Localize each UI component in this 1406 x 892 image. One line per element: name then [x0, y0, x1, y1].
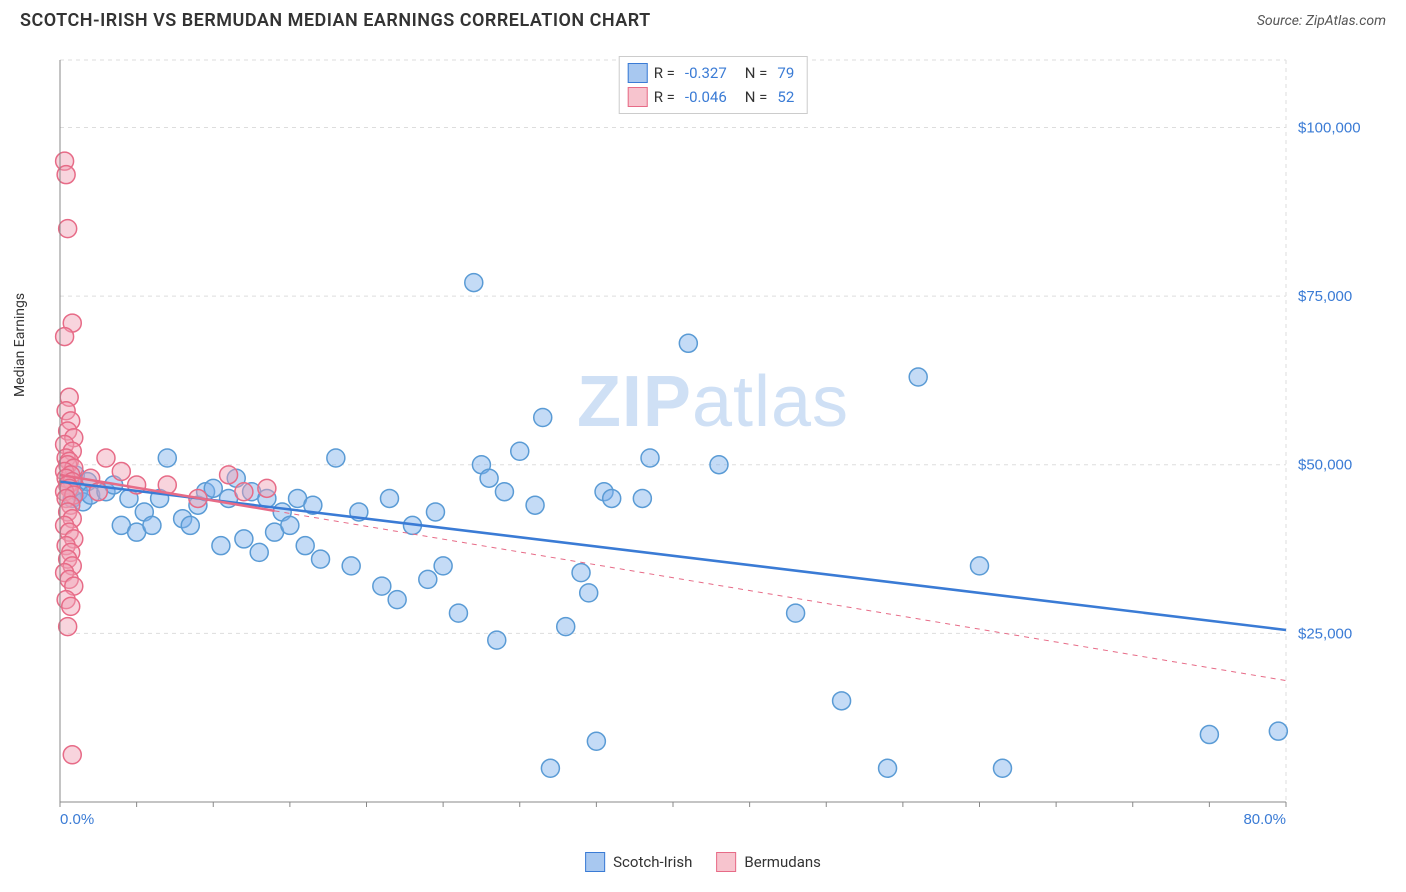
- data-point: [993, 759, 1011, 777]
- legend-label: Bermudans: [744, 853, 820, 871]
- n-label: N =: [745, 64, 768, 82]
- data-point: [426, 503, 444, 521]
- n-value: 79: [773, 64, 798, 82]
- r-label: R =: [654, 88, 675, 106]
- y-tick-label: $100,000: [1298, 119, 1361, 136]
- r-label: R =: [654, 64, 675, 82]
- data-point: [1200, 726, 1218, 744]
- correlation-legend: R = -0.327 N = 79 R = -0.046 N = 52: [619, 56, 808, 114]
- n-value: 52: [773, 88, 798, 106]
- data-point: [281, 516, 299, 534]
- trend-line: [60, 482, 1286, 630]
- data-point: [879, 759, 897, 777]
- data-point: [342, 557, 360, 575]
- data-point: [710, 456, 728, 474]
- legend-swatch: [628, 87, 648, 107]
- data-point: [380, 489, 398, 507]
- data-point: [633, 489, 651, 507]
- data-point: [296, 537, 314, 555]
- x-tick-label: 0.0%: [60, 811, 94, 828]
- data-point: [59, 618, 77, 636]
- data-point: [480, 469, 498, 487]
- data-point: [143, 516, 161, 534]
- legend-item: Bermudans: [716, 852, 820, 872]
- data-point: [679, 334, 697, 352]
- data-point: [235, 530, 253, 548]
- legend-swatch: [716, 852, 736, 872]
- data-point: [112, 462, 130, 480]
- data-point: [235, 483, 253, 501]
- source-label: Source: ZipAtlas.com: [1257, 13, 1386, 29]
- legend-label: Scotch-Irish: [613, 853, 692, 871]
- legend-corr-row: R = -0.327 N = 79: [628, 61, 799, 85]
- data-point: [495, 483, 513, 501]
- data-point: [488, 631, 506, 649]
- y-tick-label: $50,000: [1298, 457, 1352, 474]
- legend-swatch: [585, 852, 605, 872]
- data-point: [434, 557, 452, 575]
- data-point: [541, 759, 559, 777]
- r-value: -0.327: [681, 64, 731, 82]
- data-point: [449, 604, 467, 622]
- data-point: [787, 604, 805, 622]
- data-point: [220, 466, 238, 484]
- chart-title: SCOTCH-IRISH VS BERMUDAN MEDIAN EARNINGS…: [20, 10, 651, 31]
- data-point: [641, 449, 659, 467]
- data-point: [181, 516, 199, 534]
- data-point: [557, 618, 575, 636]
- data-point: [587, 732, 605, 750]
- data-point: [971, 557, 989, 575]
- data-point: [373, 577, 391, 595]
- legend-item: Scotch-Irish: [585, 852, 692, 872]
- data-point: [327, 449, 345, 467]
- trend-line-dashed: [275, 511, 1286, 681]
- scatter-chart: $25,000 $50,000 $75,000 $100,000 0.0% 80.0%: [50, 50, 1376, 832]
- data-point: [1269, 722, 1287, 740]
- legend-swatch: [628, 63, 648, 83]
- data-point: [580, 584, 598, 602]
- data-point: [56, 328, 74, 346]
- data-point: [62, 597, 80, 615]
- data-point: [572, 564, 590, 582]
- data-point: [97, 449, 115, 467]
- n-label: N =: [745, 88, 768, 106]
- data-point: [909, 368, 927, 386]
- data-point: [250, 543, 268, 561]
- data-point: [212, 537, 230, 555]
- r-value: -0.046: [681, 88, 731, 106]
- data-point: [63, 746, 81, 764]
- data-point: [526, 496, 544, 514]
- x-tick-label: 80.0%: [1243, 811, 1286, 828]
- data-point: [511, 442, 529, 460]
- data-point: [465, 274, 483, 292]
- data-point: [312, 550, 330, 568]
- series-legend: Scotch-Irish Bermudans: [585, 852, 821, 872]
- data-point: [258, 479, 276, 497]
- data-point: [419, 570, 437, 588]
- y-axis-label: Median Earnings: [12, 293, 28, 397]
- data-point: [59, 220, 77, 238]
- data-point: [158, 449, 176, 467]
- y-tick-label: $25,000: [1298, 625, 1352, 642]
- data-point: [204, 479, 222, 497]
- data-point: [534, 409, 552, 427]
- data-point: [603, 489, 621, 507]
- y-tick-label: $75,000: [1298, 288, 1352, 305]
- data-point: [833, 692, 851, 710]
- data-point: [388, 591, 406, 609]
- legend-corr-row: R = -0.046 N = 52: [628, 85, 799, 109]
- chart-area: Median Earnings $25,000$50,000$75,000$10…: [50, 50, 1376, 832]
